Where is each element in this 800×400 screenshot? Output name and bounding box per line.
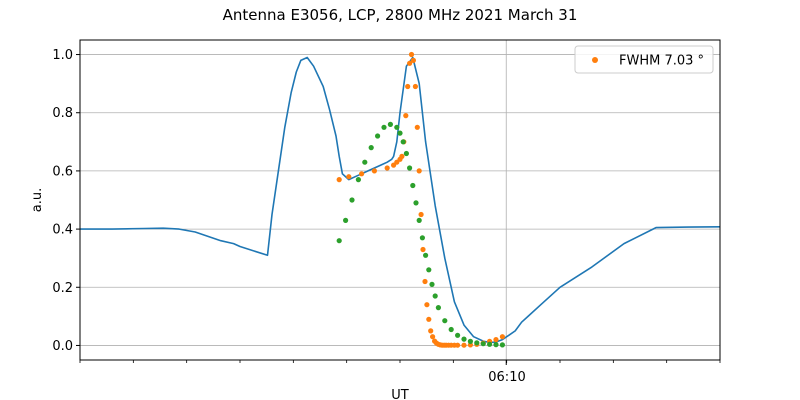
- data-point: [455, 342, 461, 348]
- data-point: [426, 316, 432, 322]
- data-point: [461, 342, 467, 348]
- data-point: [384, 165, 390, 171]
- data-point: [493, 337, 499, 343]
- data-point: [349, 197, 355, 203]
- data-point: [394, 124, 400, 130]
- data-point: [368, 145, 374, 151]
- data-point: [375, 133, 381, 139]
- data-point: [410, 57, 416, 64]
- data-point: [359, 171, 365, 177]
- x-axis-label: UT: [391, 388, 409, 400]
- data-point: [346, 174, 352, 180]
- data-point: [355, 177, 361, 183]
- data-point: [467, 338, 473, 344]
- data-point: [408, 51, 415, 58]
- data-point: [399, 153, 405, 159]
- data-point: [480, 341, 486, 347]
- x-axis-ticks: [79, 360, 721, 365]
- y-tick-label: 0.4: [52, 223, 73, 238]
- data-point: [461, 336, 467, 342]
- data-point: [428, 328, 434, 334]
- legend-box: [574, 45, 714, 74]
- chart-title: Antenna E3056, LCP, 2800 MHz 2021 March …: [223, 6, 578, 24]
- data-point: [455, 332, 461, 338]
- data-point: [343, 217, 349, 223]
- data-point: [387, 121, 393, 127]
- data-point: [412, 83, 418, 90]
- data-point: [403, 150, 409, 157]
- y-tick-label: 0.0: [52, 339, 73, 354]
- data-point: [407, 60, 413, 66]
- data-point: [362, 159, 368, 165]
- data-point: [400, 139, 406, 145]
- y-axis-label: a.u.: [30, 188, 45, 212]
- data-point: [432, 293, 438, 299]
- data-point: [435, 305, 441, 311]
- legend-label: FWHM 7.03 °: [619, 54, 704, 69]
- data-point: [416, 168, 422, 174]
- y-tick-label: 0.6: [52, 164, 73, 179]
- data-point: [420, 246, 426, 253]
- green-fit-points: [336, 121, 505, 348]
- plot-frame: [79, 39, 721, 361]
- data-point: [336, 177, 342, 183]
- data-point: [487, 341, 493, 347]
- data-point: [474, 340, 480, 346]
- data-point: [371, 168, 377, 174]
- data-point: [410, 182, 416, 189]
- x-major-tick-label: 06:10: [488, 370, 525, 385]
- series-layer: [80, 51, 721, 348]
- data-point: [429, 281, 435, 287]
- legend: FWHM 7.03 °: [574, 45, 714, 74]
- y-tick-label: 1.0: [52, 48, 73, 63]
- data-point: [419, 235, 425, 241]
- data-point: [499, 334, 505, 340]
- y-tick-label: 0.2: [52, 281, 73, 296]
- y-tick-label: 0.8: [52, 106, 73, 121]
- data-point: [397, 130, 403, 136]
- data-point: [493, 342, 499, 348]
- data-point: [499, 342, 505, 348]
- data-point: [414, 124, 420, 130]
- data-point: [430, 334, 436, 340]
- signal-line: [80, 56, 721, 344]
- data-point: [403, 113, 409, 119]
- data-point: [426, 267, 432, 273]
- data-point: [405, 83, 411, 90]
- data-point: [424, 302, 430, 308]
- data-point: [416, 217, 422, 223]
- data-point: [418, 211, 424, 218]
- data-point: [407, 165, 413, 171]
- y-axis-ticks: 0.0 0.2 0.4 0.6 0.8 1.0: [52, 48, 80, 354]
- grid-lines: [80, 40, 720, 360]
- data-point: [336, 238, 342, 244]
- data-point: [448, 326, 454, 333]
- data-point: [381, 124, 387, 130]
- legend-marker: [592, 57, 598, 63]
- data-point: [413, 200, 419, 206]
- data-point: [422, 278, 428, 285]
- data-point: [442, 318, 448, 324]
- data-point: [423, 252, 429, 258]
